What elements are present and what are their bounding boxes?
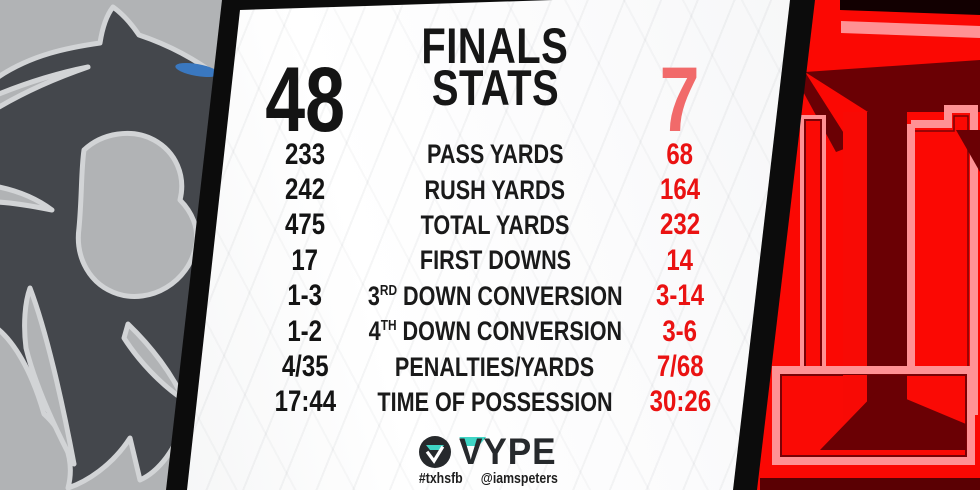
stats-rows: 233 PASS YARDS 68 242 RUSH YARDS 164 475… [240,137,790,420]
stat-home-value: 17:44 [274,385,336,419]
away-score: 7 [620,0,740,146]
title-line-2: STATS [431,59,559,116]
stat-label: 4TH DOWN CONVERSION [368,316,622,347]
stat-home-value: 242 [284,173,326,207]
mustang-eye [175,62,219,78]
vype-wordmark: VYPE [459,431,562,472]
stat-away-value: 30:26 [649,385,711,419]
stat-away-value: 164 [659,173,701,207]
stat-row: 17 FIRST DOWNS 14 [240,243,790,278]
stat-away-value: 68 [666,137,694,171]
stat-label: TIME OF POSSESSION [377,386,613,417]
stat-label: PASS YARDS [426,139,564,170]
stat-row: 4/35 PENALTIES/YARDS 7/68 [240,349,790,384]
stats-panel: 48 FINALS STATS 7 233 PASS YARDS 68 242 … [240,0,790,490]
social-handle: @iamspeters [480,471,558,487]
stat-away-value: 232 [659,208,701,242]
stat-home-value: 475 [284,208,326,242]
stat-home-value: 4/35 [281,350,329,384]
stat-row: 233 PASS YARDS 68 [240,137,790,172]
brand-footer: VYPE #txhsfb @iamspeters [240,431,740,488]
vype-v-accent [459,437,487,446]
stat-label: PENALTIES/YARDS [395,351,595,382]
home-score: 48 [240,0,370,146]
home-score-value: 48 [265,49,345,151]
stat-home-value: 1-3 [287,279,323,313]
stat-away-value: 7/68 [656,350,704,384]
stat-label: RUSH YARDS [424,174,566,205]
stat-row: 1-2 4TH DOWN CONVERSION 3-6 [240,314,790,349]
stat-label: 3RD DOWN CONVERSION [367,280,623,311]
stat-row: 17:44 TIME OF POSSESSION 30:26 [240,385,790,420]
page-title: FINALS STATS [370,0,620,146]
stat-row: 475 TOTAL YARDS 232 [240,208,790,243]
brand-name: VYPE [459,431,557,472]
hashtag: #txhsfb [419,471,464,487]
stat-home-value: 1-2 [287,314,323,348]
stat-row: 1-3 3RD DOWN CONVERSION 3-14 [240,279,790,314]
stat-away-value: 14 [666,243,694,277]
stat-row: 242 RUSH YARDS 164 [240,172,790,207]
stat-home-value: 17 [291,243,319,277]
score-header: 48 FINALS STATS 7 [240,0,790,146]
social-tags: #txhsfb @iamspeters [415,470,564,488]
stat-home-value: 233 [284,137,326,171]
stat-label: TOTAL YARDS [420,209,570,240]
check-circle-icon [419,436,452,468]
stat-away-value: 3-14 [655,279,705,313]
vype-logo: VYPE [418,431,562,472]
stat-away-value: 3-6 [662,314,698,348]
away-score-value: 7 [660,49,700,151]
title-line-1: FINALS [421,18,569,74]
stat-label: FIRST DOWNS [419,245,571,276]
